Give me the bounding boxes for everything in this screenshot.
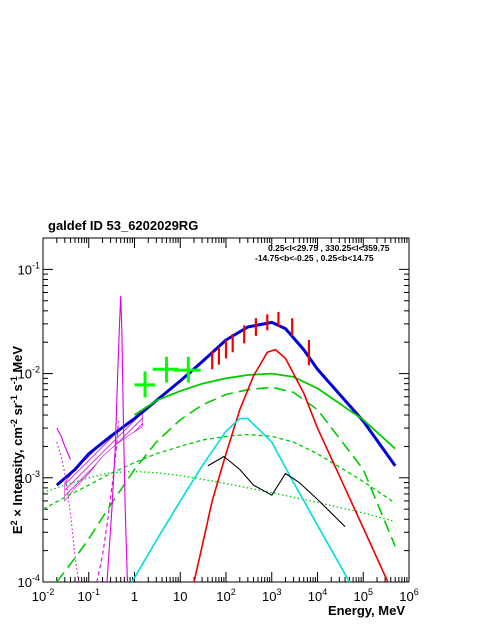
series-line-1 <box>134 372 396 450</box>
x-tick-label: 1 <box>131 589 138 604</box>
x-tick-label: 105 <box>354 587 373 604</box>
x-tick-label: 104 <box>308 587 327 604</box>
series-line-7 <box>207 455 346 527</box>
y-axis-title: E2 × Intensity, cm-2 sr-1 s-1 MeV <box>9 346 25 534</box>
axis-ticks <box>42 237 409 583</box>
series-line-11 <box>56 427 72 460</box>
hatched-band <box>64 412 143 502</box>
series-line-0 <box>55 320 397 487</box>
series-line-10 <box>96 421 120 582</box>
y-tick-label: 10-1 <box>18 260 40 277</box>
series-line-5 <box>193 348 389 582</box>
series-line-2 <box>56 386 396 582</box>
x-tick-label: 10-1 <box>78 587 100 604</box>
series-line-3 <box>43 433 396 510</box>
x-tick-label: 106 <box>399 587 418 604</box>
y-tick-labels: 10-4 10-3 10-2 10-1 <box>18 260 40 590</box>
series-line-6 <box>130 417 351 582</box>
series-line-9 <box>56 441 80 582</box>
x-tick-label: 103 <box>262 587 281 604</box>
y-tick-label: 10-3 <box>18 469 40 486</box>
x-tick-label: 102 <box>216 587 235 604</box>
y-tick-label: 10-4 <box>18 573 40 590</box>
x-tick-labels: 10-2 10-1 1 10 102 103 104 105 106 <box>32 587 419 604</box>
region-annotation-line-2: -14.75<b<-0.25 , 0.25<b<14.75 <box>255 253 374 263</box>
region-annotation-line-1: 0.25<l<29.75 , 330.25<l<359.75 <box>268 243 390 253</box>
x-tick-label: 10-2 <box>32 587 54 604</box>
y-tick-label: 10-2 <box>18 365 40 382</box>
x-tick-label: 10 <box>173 589 187 604</box>
plot-area <box>43 295 397 582</box>
chart-title: galdef ID 53_6202029RG <box>48 218 198 233</box>
series-line-4 <box>43 470 396 523</box>
x-axis-title: Energy, MeV <box>328 603 405 618</box>
